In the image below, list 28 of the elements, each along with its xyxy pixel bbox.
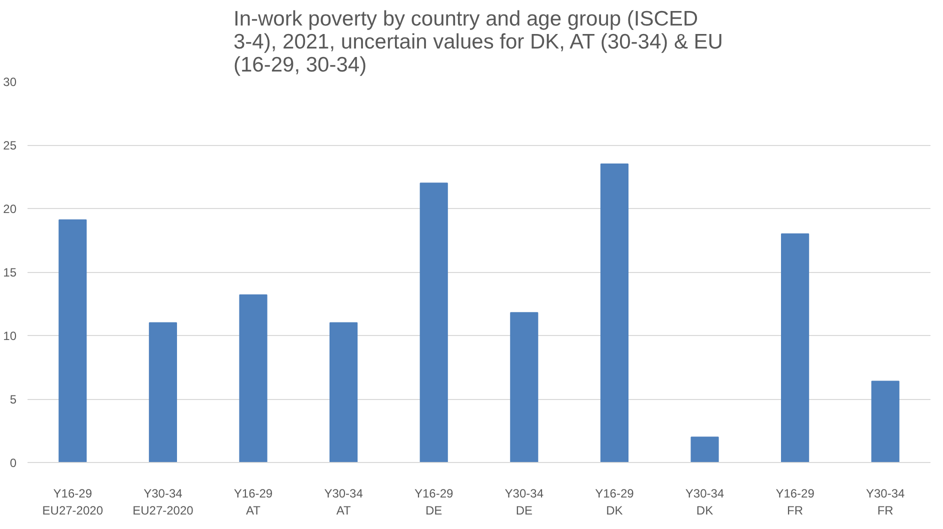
bar — [420, 182, 448, 462]
y-tick-label: 30 — [3, 75, 17, 89]
y-tick-label: 25 — [3, 138, 17, 152]
bar — [239, 294, 268, 462]
x-tick-label: Y30-34 DK — [685, 486, 724, 518]
bar — [690, 436, 719, 462]
y-tick-label: 10 — [3, 329, 17, 343]
x-tick-label: Y30-34 DE — [504, 486, 544, 518]
y-tick-label: 0 — [10, 456, 17, 470]
x-tick-label: Y16-29 AT — [234, 486, 273, 518]
x-tick-label: Y30-34 AT — [324, 486, 364, 518]
x-tick-label: Y30-34 EU27-2020 — [132, 486, 194, 518]
bar — [510, 312, 538, 462]
bar — [58, 219, 87, 462]
x-tick-label: Y30-34 FR — [866, 486, 906, 518]
x-tick-label: Y16-29 DK — [595, 486, 634, 518]
bar — [148, 322, 177, 462]
y-tick-label: 15 — [3, 266, 17, 280]
x-tick-label: Y16-29 FR — [776, 486, 815, 518]
chart-title: In-work poverty by country and age group (ISCED 3-4), 2021, uncertain values for DK, AT (30-34) & EU (16-29, 30-34) — [234, 8, 723, 76]
bar — [871, 380, 900, 462]
bar — [330, 322, 358, 462]
x-tick-label: Y16-29 DE — [414, 486, 454, 518]
y-tick-label: 20 — [3, 202, 17, 216]
bar — [600, 164, 628, 462]
x-tick-label: Y16-29 EU27-2020 — [42, 486, 104, 518]
bar — [781, 233, 810, 462]
y-tick-label: 5 — [10, 392, 17, 406]
